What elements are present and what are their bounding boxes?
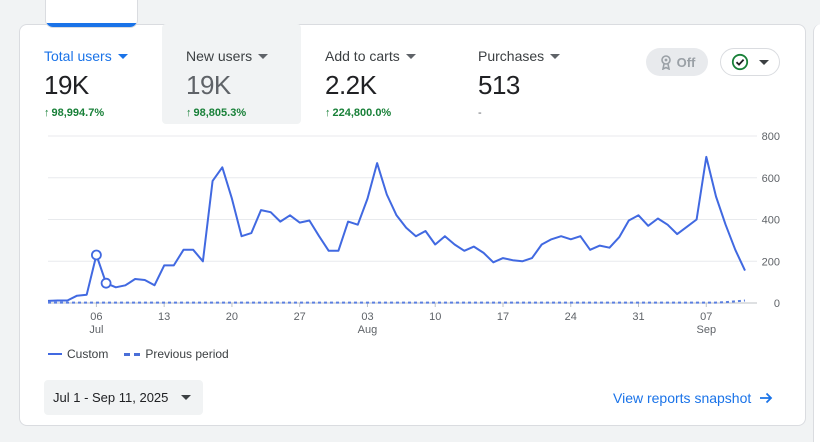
link-label: View reports snapshot xyxy=(613,390,752,406)
x-tick-label: 10 xyxy=(429,311,441,323)
chevron-down-icon xyxy=(405,53,416,59)
legend-label: Previous period xyxy=(145,347,229,361)
x-tick-label: 27 xyxy=(294,311,306,323)
metric-tab-add-to-carts[interactable]: Add to carts 2.2K ↑ 224,800.0% xyxy=(325,24,455,124)
x-tick-month: Aug xyxy=(358,324,378,336)
legend-item-custom: Custom xyxy=(48,347,108,361)
summary-card xyxy=(19,24,806,426)
metric-value: 19K xyxy=(186,70,231,100)
metric-value: 2.2K xyxy=(325,70,377,100)
status-dropdown-button[interactable] xyxy=(720,48,780,76)
tab-indicator xyxy=(46,23,137,27)
metric-change-text: - xyxy=(478,107,482,119)
view-reports-snapshot-link[interactable]: View reports snapshot xyxy=(613,390,773,406)
toggle-label: Off xyxy=(676,54,696,70)
adjacent-card-edge xyxy=(813,24,820,442)
chevron-down-icon xyxy=(759,59,769,65)
metric-tab-total-users[interactable]: Total users 19K ↑ 98,994.7% xyxy=(44,24,154,124)
y-tick-label: 200 xyxy=(762,256,780,268)
chevron-down-icon xyxy=(117,53,128,59)
y-tick-label: 0 xyxy=(774,298,780,310)
metric-label-text: Add to carts xyxy=(325,48,400,64)
x-tick-label: 20 xyxy=(226,311,238,323)
y-tick-label: 600 xyxy=(762,173,780,185)
metric-label: Add to carts xyxy=(325,48,455,64)
check-circle-icon xyxy=(731,53,749,71)
x-tick-label: 06 xyxy=(90,311,102,323)
metric-label-text: Purchases xyxy=(478,48,545,64)
metric-change-text: 98,994.7% xyxy=(51,107,105,119)
metric-value: 19K xyxy=(44,70,89,100)
y-tick-label: 800 xyxy=(762,131,780,143)
y-tick-label: 400 xyxy=(762,215,780,227)
metric-label: Total users xyxy=(44,48,154,64)
x-tick-month: Jul xyxy=(89,324,103,336)
metric-change: ↑ 98,994.7% xyxy=(44,107,154,119)
arrow-up-icon: ↑ xyxy=(44,107,50,119)
metric-label-text: New users xyxy=(186,48,253,64)
legend-swatch-dashed xyxy=(124,352,141,356)
insights-toggle[interactable]: Off xyxy=(646,48,708,76)
chevron-down-icon xyxy=(258,53,269,59)
x-tick-label: 03 xyxy=(361,311,373,323)
metric-change-text: 224,800.0% xyxy=(332,107,392,119)
metric-value: 513 xyxy=(478,70,520,100)
x-tick-label: 13 xyxy=(158,311,170,323)
arrow-right-icon xyxy=(760,392,773,404)
chart-legend: Custom Previous period xyxy=(48,347,229,361)
metric-tab-new-users[interactable]: New users 19K ↑ 98,805.3% xyxy=(162,24,301,124)
legend-swatch-solid xyxy=(48,353,62,355)
data-point-marker[interactable] xyxy=(100,277,112,289)
x-tick-label: 07 xyxy=(700,311,712,323)
metric-change: - xyxy=(478,107,598,119)
metric-label: Purchases xyxy=(478,48,598,64)
metric-change-text: 98,805.3% xyxy=(193,107,247,119)
previous-card-tab xyxy=(45,0,138,28)
chevron-down-icon xyxy=(181,395,191,400)
metric-label: New users xyxy=(186,48,301,64)
legend-label: Custom xyxy=(67,347,109,361)
x-tick-label: 24 xyxy=(565,311,577,323)
metric-tab-purchases[interactable]: Purchases 513 - xyxy=(478,24,598,124)
insights-icon xyxy=(660,55,671,70)
x-tick-month: Sep xyxy=(696,324,716,336)
chevron-down-icon xyxy=(550,53,561,59)
metric-label-text: Total users xyxy=(44,48,112,64)
arrow-up-icon: ↑ xyxy=(325,107,331,119)
data-point-marker[interactable] xyxy=(91,249,102,261)
legend-item-previous: Previous period xyxy=(124,347,229,361)
x-tick-label: 17 xyxy=(497,311,509,323)
date-range-dropdown[interactable]: Jul 1 - Sep 11, 2025 xyxy=(44,380,203,415)
date-range-label: Jul 1 - Sep 11, 2025 xyxy=(53,390,169,405)
x-tick-label: 31 xyxy=(632,311,644,323)
metric-change: ↑ 98,805.3% xyxy=(186,107,301,119)
custom-series-line xyxy=(47,155,746,302)
arrow-up-icon: ↑ xyxy=(186,107,192,119)
metric-change: ↑ 224,800.0% xyxy=(325,107,455,119)
previous-period-line xyxy=(48,299,746,304)
